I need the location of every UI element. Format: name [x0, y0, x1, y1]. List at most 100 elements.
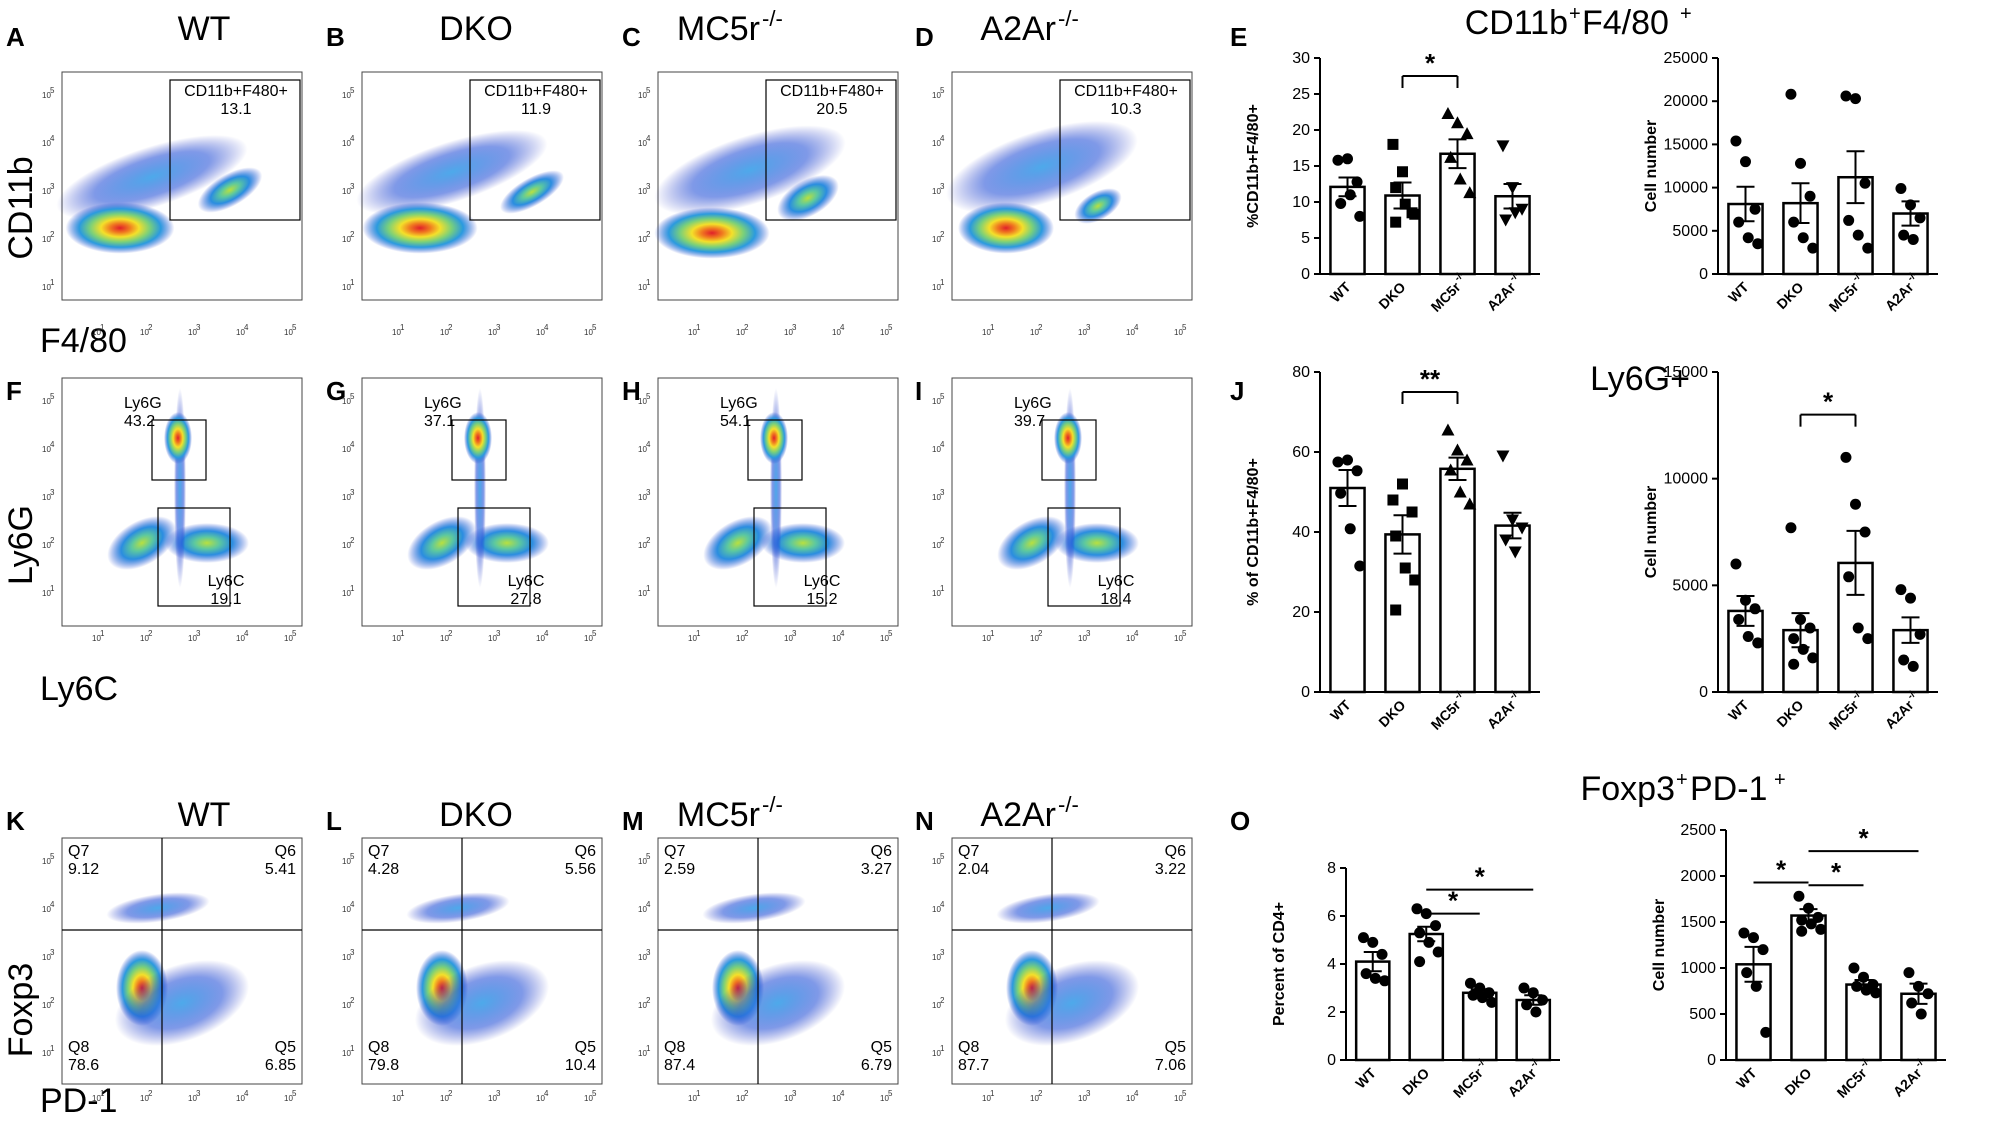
x-tick-label: 10: [392, 328, 401, 337]
x-tick-label: 10: [1174, 1094, 1183, 1103]
data-point: [1357, 932, 1369, 944]
data-point: [1903, 967, 1915, 979]
title-mc5r: MC5r: [677, 10, 760, 48]
data-point: [1752, 637, 1764, 649]
x-tick-exp: 1: [696, 629, 701, 638]
y-tick-label: 10: [342, 493, 351, 502]
y-tick-exp: 3: [646, 948, 651, 957]
data-point: [1915, 1008, 1927, 1020]
data-point: [1859, 177, 1871, 189]
section-title-ly6g: Ly6G+: [1590, 360, 1690, 398]
y-tick-label: 10: [638, 905, 647, 914]
y-tick-label: 10: [42, 187, 51, 196]
data-point: [1387, 494, 1399, 506]
data-point: [1506, 514, 1519, 527]
data-point: [1360, 968, 1372, 980]
row-1: A B C D E WT DKO MC5r -/- A2Ar -/- CD11b…: [2, 3, 1692, 360]
x-tick-exp: 4: [840, 1089, 845, 1098]
x-tick-label: 10: [488, 634, 497, 643]
x-tick-label: 10: [880, 328, 889, 337]
x-tick-exp: 1: [400, 629, 405, 638]
data-point: [1344, 189, 1356, 201]
x-tick-label: 10: [284, 328, 293, 337]
y-tick-exp: 5: [350, 392, 355, 401]
x-tick-group: DKO: [1399, 1065, 1432, 1098]
data-point: [1803, 902, 1814, 914]
y-tick-label: 10: [638, 589, 647, 598]
y-tick-exp: 5: [50, 392, 55, 401]
significance-label: *: [1425, 48, 1436, 78]
x-tick-label: MC5r: [1826, 696, 1862, 732]
x-tick-label: 10: [440, 1094, 449, 1103]
data-point: [1905, 199, 1916, 211]
gate-box-ly6g: [747, 419, 803, 481]
data-point: [1850, 498, 1861, 510]
data-point: [1521, 999, 1533, 1011]
plot-frame: [61, 377, 303, 627]
bar-chart-O1: 0 2 4 6 8 Percent of CD4+ WT DKO MC5r-/- A2Ar-/- *…: [1271, 860, 1560, 1101]
x-tick-label: 10: [784, 1094, 793, 1103]
y-tick-exp: 3: [646, 182, 651, 191]
x-tick-label: DKO: [1773, 279, 1806, 312]
density-cloud: [114, 960, 250, 1046]
y-tick-exp: 4: [646, 440, 651, 449]
data-point: [1840, 451, 1852, 463]
y-tick-label: 10: [42, 589, 51, 598]
data-point: [1740, 156, 1751, 168]
y-tick-exp: 2: [50, 536, 55, 545]
x-axis-label-ly6c: Ly6C: [40, 670, 118, 708]
quadrant-q5-value: 10.4: [565, 1057, 596, 1074]
data-point: [1460, 127, 1474, 140]
x-tick-label: 10: [584, 634, 593, 643]
y-tick-exp: 1: [50, 1044, 55, 1053]
y-tick-label: 10: [932, 905, 941, 914]
bar-chart-J1: 0 20 40 60 80 % of CD11b+F4/80+ WT DKO MC5r-/- A2…: [1245, 364, 1540, 733]
x-tick-exp: 2: [448, 323, 453, 332]
y-tick-exp: 4: [940, 900, 945, 909]
density-cloud: [1004, 960, 1140, 1046]
section-title-f480: F4/80: [1582, 4, 1669, 42]
y-tick-label: 10: [42, 541, 51, 550]
y-axis-title: Cell number: [1643, 486, 1660, 578]
y-tick-label: 10: [42, 493, 51, 502]
panel-label-e: E: [1230, 22, 1247, 52]
y-axis-label-foxp3: Foxp3: [2, 963, 40, 1058]
density-cloud: [165, 523, 249, 563]
y-tick-label: 10: [932, 91, 941, 100]
density-cloud: [946, 120, 1138, 214]
y-tick-label: 10: [638, 235, 647, 244]
y-tick-exp: 2: [350, 536, 355, 545]
x-tick-label: MC5r: [1450, 1064, 1486, 1100]
x-tick-label: 10: [1126, 1094, 1135, 1103]
x-tick-exp: 1: [990, 1089, 995, 1098]
quadrant-q5-label: Q5: [871, 1039, 892, 1056]
y-tick-label: 500: [1689, 1006, 1716, 1023]
y-tick-label: 10: [342, 589, 351, 598]
bar-chart-E2: 0 5000 10000 15000 20000 25000 Cell number WT DK…: [1643, 50, 1938, 315]
data-point: [1788, 633, 1800, 645]
x-tick-label: 10: [1174, 634, 1183, 643]
density-cloud: [407, 516, 477, 570]
density-cloud: [777, 174, 839, 222]
x-tick-label: 10: [982, 1094, 991, 1103]
x-tick-group: MC5r-/-: [1826, 269, 1865, 315]
plot-frame: [361, 71, 603, 301]
data-point: [1411, 903, 1423, 915]
data-point: [1397, 166, 1408, 178]
data-point: [1390, 530, 1402, 542]
x-tick-group: WT: [1725, 696, 1752, 723]
data-point: [1793, 890, 1805, 902]
density-cloud: [703, 516, 773, 570]
y-tick-label: 0: [1301, 266, 1310, 283]
data-point: [1463, 186, 1477, 199]
quadrant-q6-label: Q6: [871, 843, 892, 860]
x-tick-exp: 3: [196, 323, 201, 332]
y-axis-title: % of CD11b+F4/80+: [1245, 458, 1262, 606]
y-tick-exp: 4: [350, 900, 355, 909]
section-title-cd11b: CD11b: [1465, 4, 1568, 42]
x-tick-exp: 4: [244, 629, 249, 638]
panel-label-m: M: [622, 806, 644, 836]
